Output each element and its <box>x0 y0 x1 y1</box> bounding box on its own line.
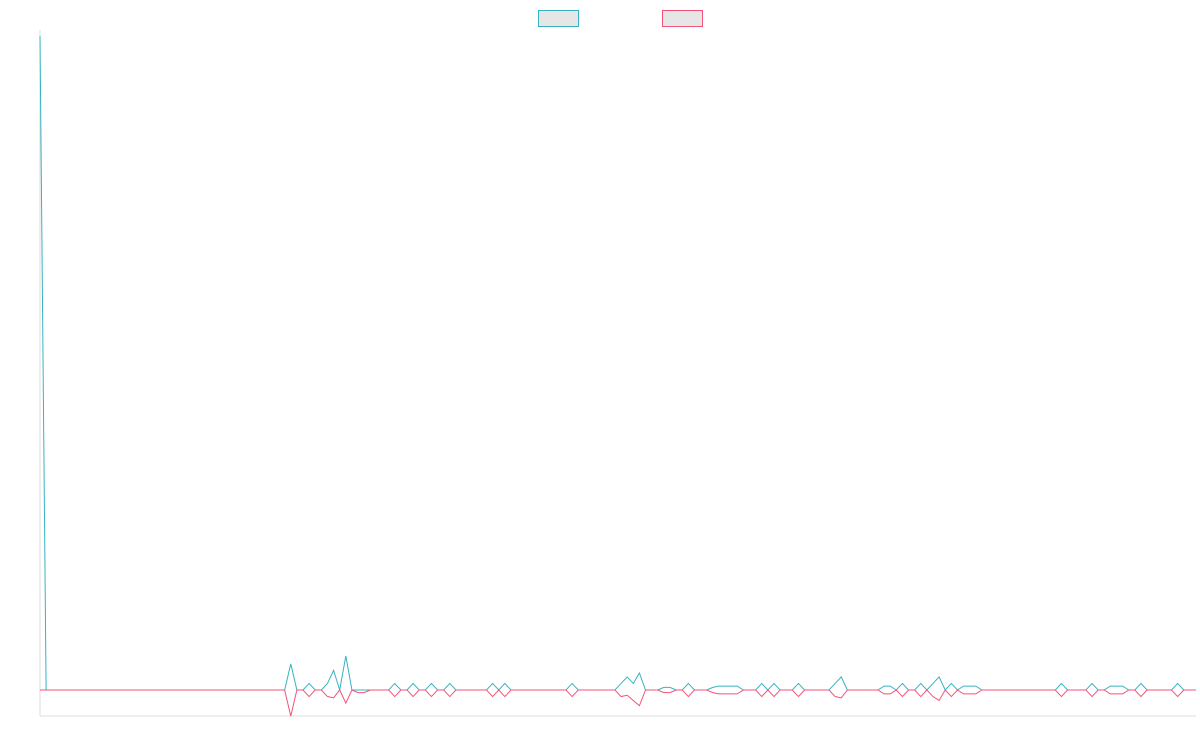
legend-swatch-2[interactable] <box>662 10 703 27</box>
series-line-1 <box>39 35 1196 691</box>
legend-swatch-1[interactable] <box>538 10 579 27</box>
axes <box>39 30 1196 717</box>
legend <box>538 10 703 27</box>
series-line-2 <box>40 689 1196 717</box>
series-area <box>39 35 1196 717</box>
